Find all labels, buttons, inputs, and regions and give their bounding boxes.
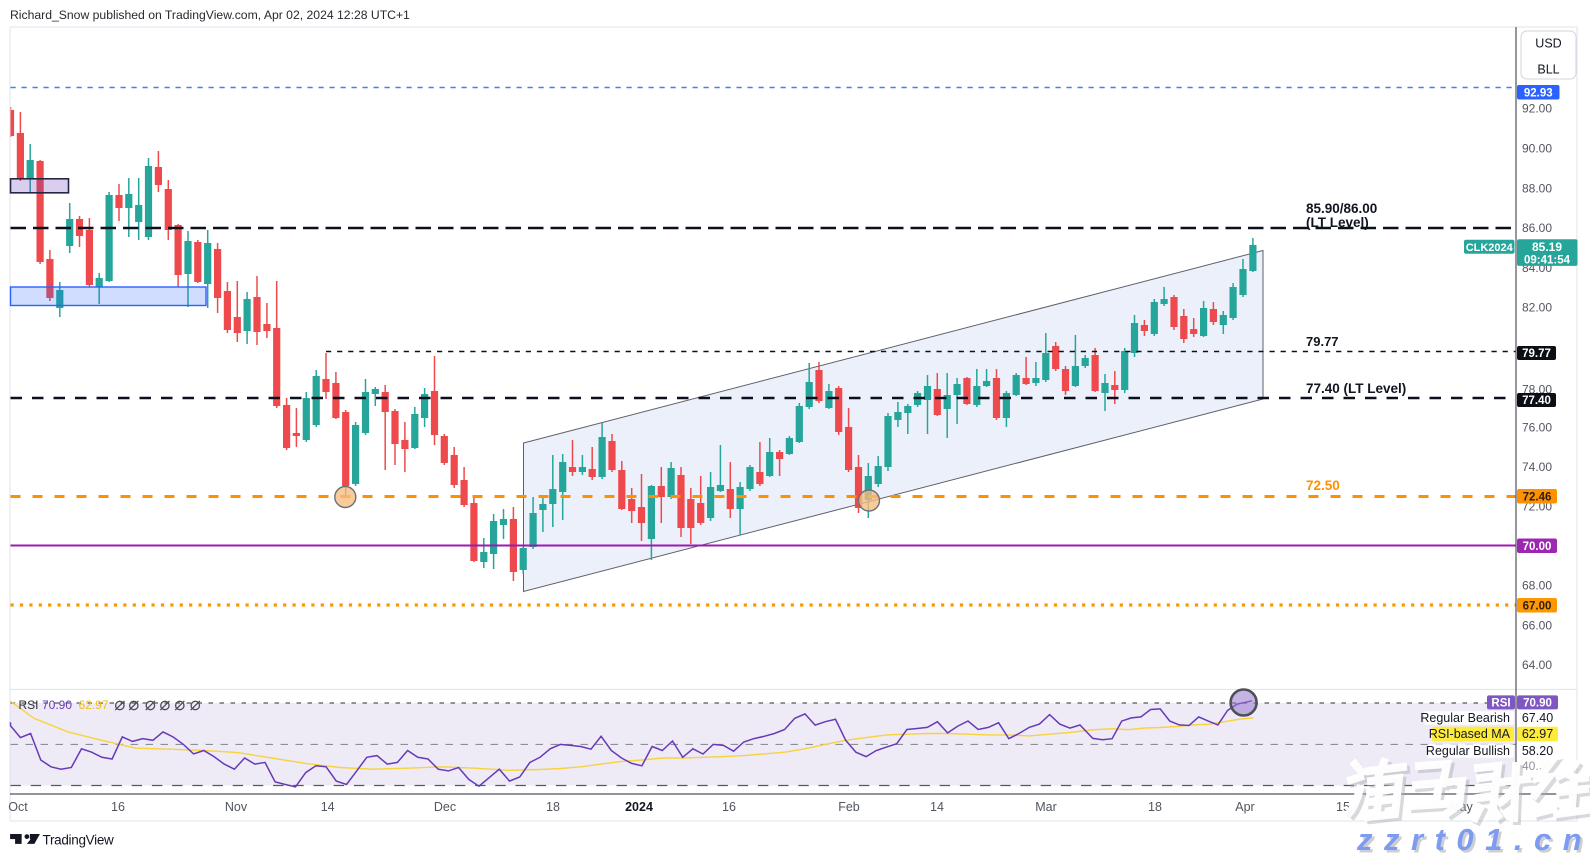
svg-text:74.00: 74.00 — [1522, 460, 1552, 474]
svg-text:Nov: Nov — [225, 800, 248, 814]
svg-text:64.00: 64.00 — [1522, 658, 1552, 672]
svg-text:76.00: 76.00 — [1522, 421, 1552, 435]
svg-text:79.77: 79.77 — [1306, 334, 1339, 349]
svg-text:zzrt01.cn: zzrt01.cn — [1359, 825, 1590, 857]
svg-text:58.20: 58.20 — [1522, 744, 1553, 758]
svg-text:Mar: Mar — [1035, 800, 1057, 814]
svg-text:77.40: 77.40 — [1522, 395, 1551, 407]
svg-text:86.00: 86.00 — [1522, 221, 1552, 235]
svg-text:70.00: 70.00 — [1523, 541, 1552, 553]
svg-text:Feb: Feb — [838, 800, 860, 814]
svg-text:Regular Bearish: Regular Bearish — [1420, 711, 1510, 725]
svg-text:85.90/86.00: 85.90/86.00 — [1306, 201, 1377, 216]
svg-text:18: 18 — [1148, 800, 1162, 814]
svg-text:RSI-based MA: RSI-based MA — [1429, 727, 1511, 741]
svg-text:70.90: 70.90 — [1523, 697, 1552, 709]
svg-text:66.00: 66.00 — [1522, 618, 1552, 632]
svg-text:2024: 2024 — [625, 800, 653, 814]
svg-text:14: 14 — [930, 800, 944, 814]
svg-text:90.00: 90.00 — [1522, 142, 1552, 156]
svg-text:TradingView: TradingView — [43, 832, 115, 847]
svg-text:67.00: 67.00 — [1523, 600, 1552, 612]
svg-text:USD: USD — [1535, 37, 1561, 51]
svg-text:BLL: BLL — [1537, 63, 1559, 77]
svg-text:62.97: 62.97 — [1522, 727, 1553, 741]
svg-text:77.40 (LT Level): 77.40 (LT Level) — [1306, 381, 1406, 396]
svg-text:Oct: Oct — [8, 800, 28, 814]
svg-text:62.97: 62.97 — [79, 698, 109, 712]
svg-text:RSI: RSI — [19, 698, 39, 712]
svg-text:Regular Bullish: Regular Bullish — [1426, 744, 1510, 758]
svg-text:Richard_Snow published on Trad: Richard_Snow published on TradingView.co… — [10, 8, 410, 22]
svg-text:16: 16 — [722, 800, 736, 814]
svg-text:88.00: 88.00 — [1522, 182, 1552, 196]
svg-text:85.19: 85.19 — [1532, 240, 1562, 254]
svg-text:09:41:54: 09:41:54 — [1524, 254, 1571, 266]
svg-text:CLK2024: CLK2024 — [1466, 242, 1514, 254]
svg-text:18: 18 — [546, 800, 560, 814]
svg-text:82.00: 82.00 — [1522, 301, 1552, 315]
svg-text:Apr: Apr — [1235, 800, 1254, 814]
svg-text:14: 14 — [321, 800, 335, 814]
svg-text:(LT Level): (LT Level) — [1306, 215, 1369, 230]
svg-text:16: 16 — [111, 800, 125, 814]
svg-text:70.90: 70.90 — [42, 698, 72, 712]
svg-text:92.00: 92.00 — [1522, 102, 1552, 116]
svg-text:zzrt01.cn: zzrt01.cn — [1356, 822, 1590, 857]
svg-text:67.40: 67.40 — [1522, 711, 1553, 725]
svg-text:72.50: 72.50 — [1306, 478, 1340, 493]
svg-text:68.00: 68.00 — [1522, 579, 1552, 593]
svg-text:92.93: 92.93 — [1524, 87, 1553, 99]
svg-text:RSI: RSI — [1491, 697, 1510, 709]
svg-text:79.77: 79.77 — [1522, 348, 1551, 360]
svg-text:Dec: Dec — [434, 800, 456, 814]
svg-text:72.46: 72.46 — [1523, 491, 1552, 503]
